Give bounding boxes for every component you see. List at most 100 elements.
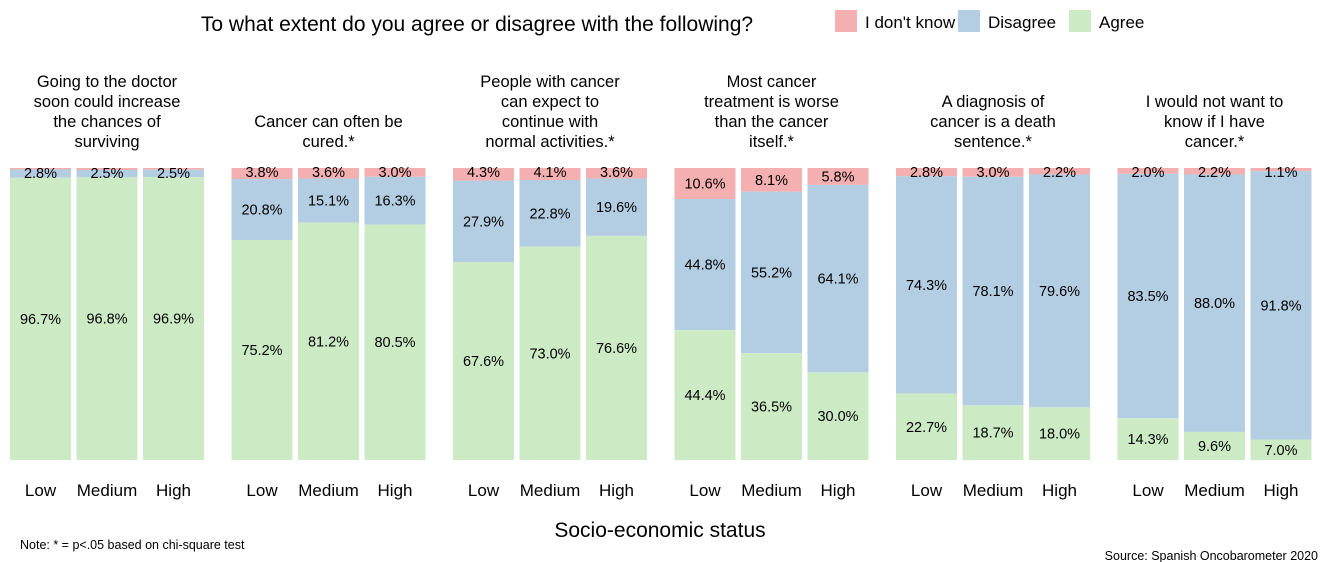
bar-stack: 2.2% 79.6% 18.0% xyxy=(1029,165,1090,460)
category-label: Low xyxy=(246,481,278,500)
bar-segment-dont-know xyxy=(10,168,71,170)
panel: Going to the doctor soon could increase th… xyxy=(10,73,204,500)
bar-segment-disagree xyxy=(76,170,138,178)
legend-swatch xyxy=(1069,10,1091,32)
category-label: Low xyxy=(468,481,500,500)
data-label-dont-know: 2.2% xyxy=(1043,165,1076,181)
data-label-disagree: 83.5% xyxy=(1127,289,1168,305)
bar-segment-dont-know xyxy=(1117,168,1179,174)
bar-stack: 2.2% 88.0% 9.6% xyxy=(1184,165,1245,460)
bar-segment-dont-know xyxy=(674,168,736,200)
data-label-disagree: 20.8% xyxy=(241,203,282,219)
panel-title-line: cancer is a death xyxy=(930,113,1056,131)
bar-segment-disagree xyxy=(1029,174,1090,408)
legend: I don't know Disagree Agree xyxy=(835,10,1144,32)
legend-item: Agree xyxy=(1069,10,1144,32)
panel-title-line: Most cancer xyxy=(727,73,817,91)
bar-segment-agree xyxy=(674,330,736,460)
bar-stack: 3.6% 19.6% 76.6% xyxy=(586,165,647,460)
panel-title-line: People with cancer xyxy=(480,73,620,91)
bar-segment-dont-know xyxy=(1029,168,1090,175)
data-label-dont-know: 1.1% xyxy=(1264,165,1297,181)
data-label-disagree: 91.8% xyxy=(1260,298,1301,314)
data-label-agree: 81.2% xyxy=(308,334,349,350)
panel-title-line: itself.* xyxy=(749,133,795,151)
legend-swatch xyxy=(958,10,980,32)
data-label-disagree: 74.3% xyxy=(906,278,947,294)
data-label-disagree: 22.8% xyxy=(529,206,570,222)
data-label-dont-know: 2.2% xyxy=(1198,165,1231,181)
bar-segment-disagree xyxy=(453,180,514,263)
panel-title-line: soon could increase xyxy=(34,93,181,111)
panel-title-line: sentence.* xyxy=(954,133,1033,151)
data-label-dont-know: 3.0% xyxy=(976,165,1009,181)
bar-stack: 4.1% 22.8% 73.0% xyxy=(519,165,581,460)
bar-stack: 3.8% 20.8% 75.2% xyxy=(231,165,293,460)
panel-title-line: normal activities.* xyxy=(485,133,615,151)
legend-swatch xyxy=(835,10,857,32)
data-label-agree: 9.6% xyxy=(1198,439,1231,455)
category-label: Low xyxy=(911,481,943,500)
bar-segment-disagree xyxy=(962,176,1024,406)
data-label-dont-know: 10.6% xyxy=(684,177,725,193)
category-label: High xyxy=(1042,481,1077,500)
legend-label: Disagree xyxy=(988,13,1056,32)
panel-title-line: I would not want to xyxy=(1146,93,1284,111)
panel-title-line: Cancer can often be xyxy=(254,113,403,131)
bar-stack: 2.5% 96.8% xyxy=(76,166,138,460)
bar-stack: 10.6% 44.8% 44.4% xyxy=(674,168,736,460)
bar-segment-disagree xyxy=(143,169,204,178)
bar-segment-disagree xyxy=(364,176,426,225)
legend-label: I don't know xyxy=(865,13,956,32)
bar-segment-agree xyxy=(896,393,957,460)
data-label-disagree: 55.2% xyxy=(751,265,792,281)
chart-source: Source: Spanish Oncobarometer 2020 xyxy=(1105,549,1318,562)
bar-segment-dont-know xyxy=(143,168,204,170)
category-label: High xyxy=(156,481,191,500)
bar-segment-dont-know xyxy=(741,168,802,192)
legend-item: I don't know xyxy=(835,10,956,32)
bar-stack: 2.5% 96.9% xyxy=(143,166,204,460)
data-label-disagree: 16.3% xyxy=(374,194,415,210)
bar-segment-agree xyxy=(453,262,514,460)
data-label-dont-know: 2.0% xyxy=(1131,165,1164,181)
data-label-dont-know: 2.8% xyxy=(910,165,943,181)
bar-segment-agree xyxy=(231,239,293,460)
data-label-disagree: 27.9% xyxy=(463,214,504,230)
bar-stack: 3.0% 78.1% 18.7% xyxy=(962,165,1024,460)
data-label-dont-know: 3.6% xyxy=(600,165,633,181)
category-label: High xyxy=(599,481,634,500)
category-label: Medium xyxy=(77,481,137,500)
bar-segment-agree xyxy=(741,353,802,460)
bar-segment-dont-know xyxy=(76,168,138,171)
category-label: High xyxy=(821,481,856,500)
panel-title-line: continue with xyxy=(502,113,598,131)
bar-segment-agree xyxy=(1029,407,1090,460)
category-label: Low xyxy=(689,481,721,500)
bar-segment-agree xyxy=(364,224,426,460)
bar-segment-disagree xyxy=(10,169,71,178)
category-label: Low xyxy=(25,481,57,500)
category-label: High xyxy=(1264,481,1299,500)
bar-segment-dont-know xyxy=(807,168,869,185)
panel-title-line: surviving xyxy=(74,133,139,151)
bar-stack: 8.1% 55.2% 36.5% xyxy=(741,168,802,460)
bar-segment-dont-know xyxy=(231,168,293,180)
panel-title-line: treatment is worse xyxy=(704,93,839,111)
data-label-dont-know: 3.0% xyxy=(378,165,411,181)
bar-stack: 5.8% 64.1% 30.0% xyxy=(807,168,869,460)
bar-segment-agree xyxy=(1184,431,1245,460)
bar-segment-disagree xyxy=(674,199,736,331)
category-label: Medium xyxy=(963,481,1023,500)
data-label-agree: 14.3% xyxy=(1127,432,1168,448)
bar-segment-disagree xyxy=(586,178,647,236)
data-label-agree: 18.7% xyxy=(972,426,1013,442)
data-label-agree: 76.6% xyxy=(596,341,637,357)
data-label-disagree: 15.1% xyxy=(308,194,349,210)
bar-segment-disagree xyxy=(896,176,957,394)
bar-stack: 2.8% 74.3% 22.7% xyxy=(896,165,957,460)
data-label-dont-know: 5.8% xyxy=(821,169,854,185)
bar-stack: 2.8% 96.7% xyxy=(10,166,71,461)
bar-segment-agree xyxy=(519,246,581,460)
panel-title-line: A diagnosis of xyxy=(942,93,1045,111)
